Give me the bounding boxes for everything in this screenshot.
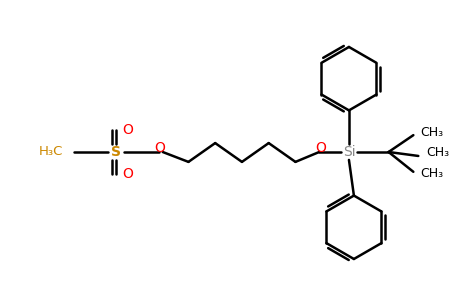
Text: CH₃: CH₃ [426, 146, 449, 159]
Text: O: O [154, 141, 165, 155]
Text: S: S [111, 145, 121, 159]
Text: O: O [123, 123, 134, 137]
Text: O: O [315, 141, 326, 155]
Text: O: O [123, 167, 134, 181]
Text: CH₃: CH₃ [420, 167, 443, 180]
Text: H₃C: H₃C [39, 146, 64, 159]
Text: Si: Si [343, 145, 355, 159]
Text: CH₃: CH₃ [420, 126, 443, 139]
